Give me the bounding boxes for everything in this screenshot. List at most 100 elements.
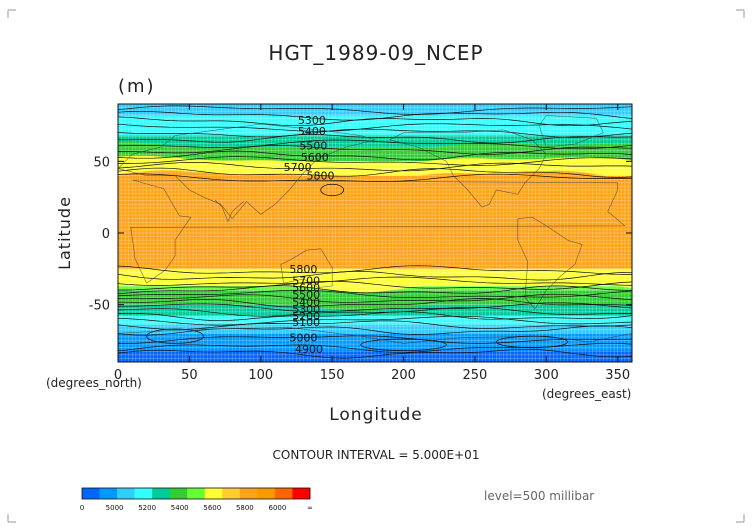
coastline bbox=[214, 199, 244, 223]
contour-label: 5700 bbox=[292, 274, 320, 287]
coastline bbox=[130, 179, 626, 284]
contour-line bbox=[118, 280, 633, 291]
contour-line bbox=[117, 289, 633, 298]
x-axis-unit: (degrees_east) bbox=[542, 387, 631, 401]
contour-line bbox=[117, 276, 633, 286]
contour-line bbox=[117, 348, 633, 359]
colorbar-label: 5200 bbox=[138, 504, 156, 512]
coastline bbox=[538, 115, 604, 148]
coastline bbox=[517, 216, 583, 310]
contour-line bbox=[117, 265, 632, 275]
contour-closed bbox=[360, 338, 447, 351]
colorbar-label: 5600 bbox=[203, 504, 221, 512]
contour-label: 5000 bbox=[289, 332, 317, 345]
contour-interval-text: CONTOUR INTERVAL = 5.000E+01 bbox=[273, 448, 480, 462]
contour-line bbox=[117, 123, 633, 132]
contour-lines bbox=[117, 105, 633, 359]
x-tick-label: 250 bbox=[463, 368, 488, 383]
coastline bbox=[117, 123, 377, 220]
contour-line bbox=[117, 128, 633, 138]
chart-title: HGT_1989-09_NCEP bbox=[268, 41, 483, 65]
contour-closed bbox=[146, 328, 205, 344]
colorbar-label: ∞ bbox=[307, 504, 313, 512]
contour-line bbox=[118, 156, 633, 166]
colorbar-swatch bbox=[274, 488, 293, 499]
colorbar-swatch bbox=[239, 488, 258, 499]
contour-label: 5300 bbox=[298, 114, 326, 127]
contour-label: 5600 bbox=[292, 281, 320, 294]
y-tick-label: 50 bbox=[93, 155, 110, 170]
contour-label: 5700 bbox=[284, 161, 312, 174]
contour-labels: 5300540055005600570058005800570056005500… bbox=[284, 114, 335, 356]
coastline-outline bbox=[117, 115, 633, 344]
y-tick-label: -50 bbox=[89, 299, 110, 314]
colorbar-swatch bbox=[134, 488, 153, 499]
contour-line bbox=[117, 325, 633, 336]
contour-label: 5600 bbox=[301, 151, 329, 164]
contour-line bbox=[117, 306, 633, 317]
colorbar-swatch bbox=[117, 488, 135, 499]
colorbar-swatch bbox=[99, 488, 118, 499]
corner-marks bbox=[7, 9, 745, 523]
contour-line bbox=[117, 161, 633, 172]
colorbar-swatch bbox=[222, 488, 241, 499]
x-tick-label: 350 bbox=[605, 368, 630, 383]
contour-line bbox=[117, 311, 633, 322]
colorbar-swatch bbox=[82, 488, 100, 499]
y-tick-label: 0 bbox=[102, 227, 110, 242]
x-axis-label: Longitude bbox=[329, 405, 423, 425]
colorbar-label: 6000 bbox=[269, 504, 287, 512]
contour-line bbox=[117, 302, 633, 312]
coastline bbox=[117, 327, 633, 344]
colorbar-swatch bbox=[204, 488, 223, 499]
colorbar: 0 5000 5200 5400 5600 5800 6000 ∞ bbox=[80, 487, 313, 512]
chart-subtitle: (m) bbox=[118, 76, 156, 97]
contour-line bbox=[117, 139, 633, 150]
colorbar-label: 0 bbox=[80, 504, 84, 512]
colorbar-label: 5400 bbox=[171, 504, 189, 512]
contour-line bbox=[117, 167, 633, 178]
contour-label: 5300 bbox=[292, 303, 320, 316]
contour-label: 5100 bbox=[292, 316, 320, 329]
contour-line bbox=[117, 145, 633, 155]
coastline bbox=[280, 248, 333, 288]
colorbar-swatch bbox=[152, 488, 170, 499]
contour-label: 4900 bbox=[295, 343, 323, 356]
colorbar-frame bbox=[81, 487, 311, 500]
contour-line bbox=[117, 270, 633, 281]
y-axis-label: Latitude bbox=[55, 196, 74, 270]
x-tick-label: 300 bbox=[534, 368, 559, 383]
contour-label: 5400 bbox=[298, 125, 326, 138]
contour-line bbox=[117, 320, 633, 330]
contour-label: 5500 bbox=[292, 289, 320, 302]
colorbar-swatch bbox=[187, 488, 206, 499]
colorbar-label: 5800 bbox=[236, 504, 254, 512]
colorbar-swatch bbox=[292, 488, 311, 499]
contour-line bbox=[117, 293, 633, 303]
coastline bbox=[389, 129, 547, 208]
axis-ticks: 0 50 100 150 200 250 300 350 50 0 -50 bbox=[89, 104, 632, 383]
contour-label: 5800 bbox=[306, 170, 334, 183]
x-tick-label: 100 bbox=[248, 368, 273, 383]
contour-label: 5400 bbox=[292, 296, 320, 309]
colorbar-swatch bbox=[257, 488, 276, 499]
contour-line bbox=[118, 134, 633, 144]
contour-line bbox=[117, 315, 633, 326]
contour-label: 5800 bbox=[289, 263, 317, 276]
contour-line bbox=[117, 116, 633, 127]
colorbar-label: 5000 bbox=[106, 504, 124, 512]
contour-closed bbox=[320, 183, 344, 197]
contour-line bbox=[117, 298, 633, 308]
contour-label: 5500 bbox=[299, 140, 327, 153]
x-tick-label: 150 bbox=[320, 368, 345, 383]
contour-label: 5200 bbox=[292, 310, 320, 323]
contour-line bbox=[117, 285, 633, 295]
y-axis-unit: (degrees_north) bbox=[46, 376, 142, 390]
contour-line bbox=[118, 335, 633, 345]
level-text: level=500 millibar bbox=[484, 489, 594, 503]
x-tick-label: 0 bbox=[114, 368, 122, 383]
x-tick-label: 200 bbox=[391, 368, 416, 383]
x-tick-label: 50 bbox=[181, 368, 198, 383]
colorbar-swatch bbox=[169, 488, 188, 499]
